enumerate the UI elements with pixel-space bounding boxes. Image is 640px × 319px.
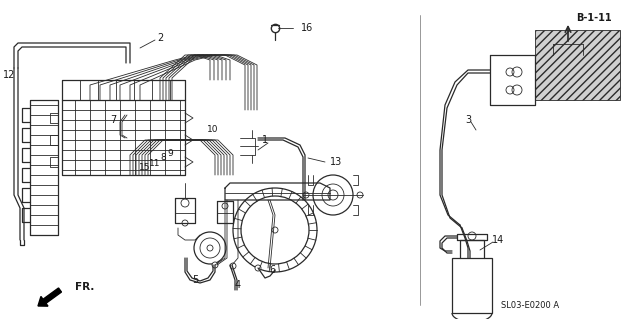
Circle shape <box>182 220 188 226</box>
Circle shape <box>328 190 338 200</box>
Text: 15: 15 <box>140 164 151 173</box>
Text: 11: 11 <box>149 159 161 167</box>
Circle shape <box>272 227 278 233</box>
Text: 12: 12 <box>3 70 15 80</box>
Circle shape <box>207 245 213 251</box>
Text: 7: 7 <box>110 115 116 125</box>
Circle shape <box>212 262 218 268</box>
Text: 1: 1 <box>262 135 268 145</box>
Text: FR.: FR. <box>75 282 94 292</box>
Text: 10: 10 <box>207 125 219 135</box>
Circle shape <box>230 263 236 269</box>
Text: 6: 6 <box>269 265 275 275</box>
Text: B-1-11: B-1-11 <box>576 13 612 23</box>
Text: 4: 4 <box>235 280 241 290</box>
Circle shape <box>468 232 476 240</box>
Circle shape <box>222 203 228 209</box>
Bar <box>452 258 492 313</box>
Text: 5: 5 <box>192 275 198 285</box>
Text: 14: 14 <box>492 235 504 245</box>
Circle shape <box>255 265 261 271</box>
FancyArrow shape <box>38 288 61 306</box>
Circle shape <box>506 68 514 76</box>
Circle shape <box>181 199 189 207</box>
Text: 8: 8 <box>160 153 166 162</box>
Text: 13: 13 <box>330 157 342 167</box>
Polygon shape <box>535 30 620 100</box>
Circle shape <box>357 192 363 198</box>
Text: 2: 2 <box>157 33 163 43</box>
Text: 9: 9 <box>167 149 173 158</box>
Text: 16: 16 <box>301 23 313 33</box>
Circle shape <box>303 192 309 198</box>
Text: 3: 3 <box>465 115 471 125</box>
Text: SL03-E0200 A: SL03-E0200 A <box>501 300 559 309</box>
Circle shape <box>506 86 514 94</box>
